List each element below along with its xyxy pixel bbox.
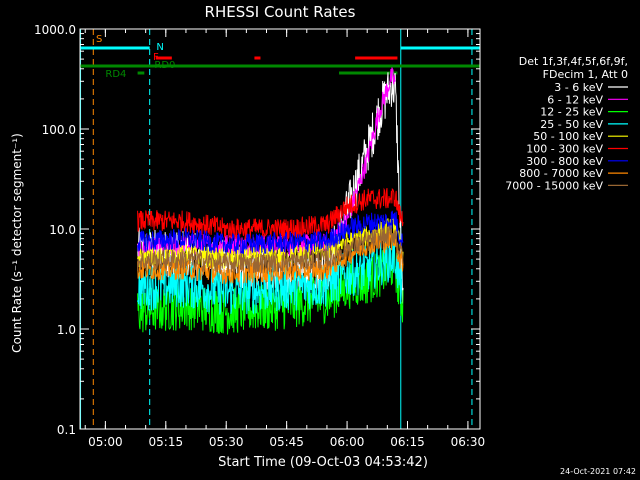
- y-axis-label: Count Rate (s⁻¹ detector segment⁻¹): [10, 133, 24, 353]
- series-line-300-800-kev: [137, 210, 404, 256]
- x-tick-label: 06:00: [330, 435, 365, 449]
- flag-label-s: S: [96, 34, 102, 45]
- flag-label-rd0: RD0: [154, 60, 175, 71]
- chart-title: RHESSI Count Rates: [205, 3, 356, 21]
- y-tick-label: 1000.0: [34, 23, 76, 37]
- x-tick-label: 05:15: [149, 435, 184, 449]
- legend-entry-label: 300 - 800 keV: [526, 155, 603, 168]
- series-line-12-25-kev: [137, 242, 404, 335]
- footer-timestamp: 24-Oct-2021 07:42: [560, 467, 636, 476]
- series-line-7000-15000-kev: [137, 225, 404, 275]
- legend: Det 1f,3f,4f,5f,6f,9f, FDecim 1, Att 0 3…: [505, 55, 628, 192]
- legend-entry-label: 12 - 25 keV: [540, 106, 603, 119]
- legend-entry-label: 6 - 12 keV: [547, 93, 603, 106]
- series-line-25-50-kev: [137, 234, 404, 315]
- x-tick-label: 05:00: [88, 435, 123, 449]
- x-tick-label: 06:15: [390, 435, 425, 449]
- legend-header-line-1: Det 1f,3f,4f,5f,6f,9f,: [519, 55, 628, 68]
- x-axis-label: Start Time (09-Oct-03 04:53:42): [218, 455, 428, 470]
- legend-entry-label: 3 - 6 keV: [554, 81, 603, 94]
- legend-header-line-2: FDecim 1, Att 0: [543, 68, 628, 81]
- series-line-100-300-kev: [137, 187, 404, 240]
- y-tick-label: 0.1: [57, 423, 76, 437]
- legend-entry-label: 7000 - 15000 keV: [505, 179, 603, 192]
- axes: 0.1 1.0 10.0 100.0 1000.0 05:00 05:15 05:30 05:4…: [34, 23, 485, 449]
- y-tick-label: 1.0: [57, 323, 76, 337]
- y-tick-label: 100.0: [42, 123, 76, 137]
- x-tick-label: 05:45: [269, 435, 304, 449]
- legend-entry-label: 50 - 100 keV: [533, 130, 603, 143]
- legend-entry-label: 800 - 7000 keV: [519, 167, 603, 180]
- flag-label-f: F: [153, 52, 159, 63]
- y-tick-label: 10.0: [49, 223, 76, 237]
- legend-entry-label: 100 - 300 keV: [526, 143, 603, 156]
- data-series: [137, 67, 404, 335]
- legend-entry-label: 25 - 50 keV: [540, 118, 603, 131]
- flag-label-rd4: RD4: [105, 69, 126, 80]
- x-tick-label: 05:30: [209, 435, 244, 449]
- flag-label-n: N: [156, 42, 163, 53]
- x-tick-label: 06:30: [451, 435, 486, 449]
